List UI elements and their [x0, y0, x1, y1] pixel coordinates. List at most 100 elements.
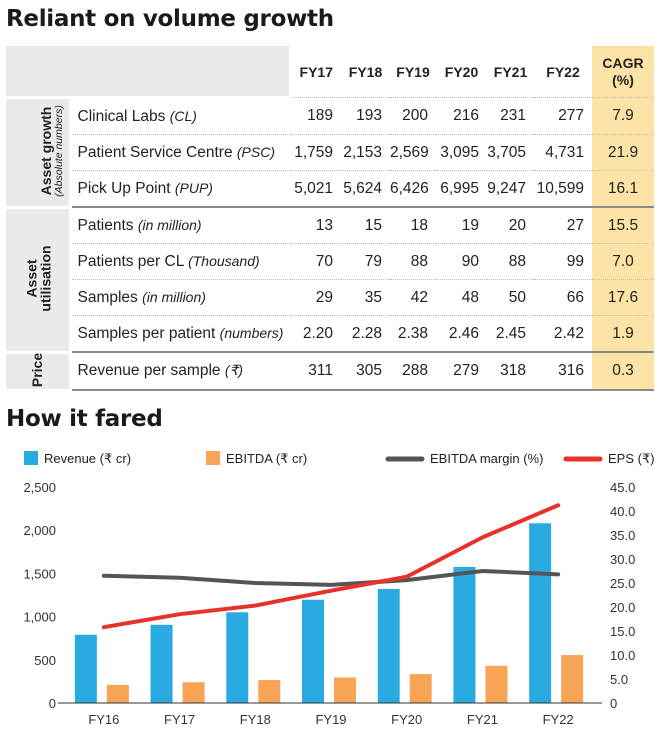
header-corner — [6, 46, 292, 99]
table-cell: 88 — [390, 243, 436, 280]
ebitda-bar — [258, 680, 281, 703]
x-tick-label: FY17 — [164, 712, 195, 727]
row-label-unit: (PSC) — [236, 143, 276, 160]
ebitda-bar — [182, 682, 205, 703]
row-group-sublabel: (Absolute numbers) — [52, 105, 65, 198]
table-cell: 20 — [487, 207, 534, 244]
cagr-cell: 17.6 — [592, 279, 654, 316]
row-label-unit: (₹) — [224, 362, 244, 378]
row-group-name: Asset growth — [37, 106, 54, 196]
table-row: Samples (in million) 29 35 42 48 50 66 17.6 — [6, 279, 654, 316]
table-cell: 42 — [390, 279, 436, 316]
revenue-bar — [74, 634, 97, 703]
row-group-sublabel: utilisation — [37, 245, 54, 312]
cagr-cell: 7.0 — [592, 243, 654, 280]
table-cell: 70 — [290, 243, 341, 280]
table-row: Patients per CL (Thousand) 70 79 88 90 88 99 7.… — [6, 243, 654, 280]
row-label: Samples (in million) — [70, 279, 290, 316]
y-right-tick-label: 15.0 — [610, 624, 635, 639]
table-cell: 90 — [436, 243, 487, 280]
table-cell: 66 — [534, 279, 592, 316]
row-label: Revenue per sample (₹) — [70, 352, 290, 391]
table-header-row: FY17 FY18 FY19 FY20 FY21 FY22 CAGR (%) — [6, 46, 654, 99]
row-label-text: Samples — [77, 288, 143, 306]
table-cell: 27 — [534, 207, 592, 244]
column-header: FY19 — [390, 46, 436, 98]
column-header: FY22 — [534, 46, 592, 98]
y-left-tick-label: 500 — [34, 653, 56, 668]
y-right-tick-label: 5.0 — [610, 672, 628, 687]
row-label-text: Samples per patient — [77, 324, 220, 342]
table-cell: 13 — [290, 207, 341, 244]
x-tick-label: FY18 — [240, 712, 271, 727]
cagr-header: CAGR (%) — [592, 46, 654, 98]
cagr-header-unit: (%) — [612, 71, 634, 88]
combo-chart: Revenue (₹ cr) EBITDA (₹ cr) EBITDA margin… — [23, 451, 655, 727]
y-right-tick-label: 35.0 — [610, 528, 635, 543]
table-cell: 2,569 — [390, 134, 436, 171]
column-header: FY18 — [341, 46, 390, 98]
legend-label: EBITDA margin (%) — [430, 451, 543, 466]
table-cell: 288 — [390, 352, 436, 391]
row-label-unit: (in million) — [137, 216, 202, 233]
row-label-text: Revenue per sample — [77, 362, 225, 379]
ebitda-bar — [106, 684, 129, 703]
data-table: FY17 FY18 FY19 FY20 FY21 FY22 CAGR (%) Asset gro… — [6, 46, 654, 392]
legend-label: Revenue (₹ cr) — [44, 451, 131, 466]
row-label: Clinical Labs (CL) — [70, 97, 290, 135]
ebitda-margin-line — [101, 569, 561, 587]
table-cell: 231 — [487, 97, 534, 135]
row-group-label: Asset growth (Absolute numbers) — [6, 97, 72, 209]
table-cell: 35 — [341, 279, 390, 316]
chart-title: How it fared — [6, 406, 163, 432]
ebitda-bar — [334, 677, 356, 703]
table-cell: 277 — [534, 97, 592, 135]
table-cell: 3,705 — [487, 134, 534, 171]
table-row: Pick Up Point (PUP) 5,021 5,624 6,426 6,995 9… — [6, 170, 654, 208]
table-cell: 99 — [534, 243, 592, 280]
table-cell: 2.46 — [436, 315, 487, 353]
row-label: Patients (in million) — [70, 207, 290, 244]
y-right-tick-label: 40.0 — [610, 504, 635, 519]
revenue-bar — [302, 599, 324, 703]
y-right-tick-label: 25.0 — [610, 576, 635, 591]
row-label-text: Patient Service Centre — [77, 143, 237, 161]
table-cell: 316 — [534, 352, 592, 391]
table-cell: 50 — [487, 279, 534, 316]
row-label: Samples per patient (numbers) — [70, 315, 290, 353]
y-right-tick-label: 30.0 — [610, 552, 635, 567]
y-left-tick-label: 0 — [49, 696, 56, 711]
x-tick-label: FY21 — [467, 712, 498, 727]
table-row: Asset utilisation Patients (in million) 13 1… — [6, 207, 654, 354]
cagr-cell: 7.9 — [592, 97, 654, 135]
cagr-cell: 1.9 — [592, 315, 654, 353]
table-cell: 2.42 — [534, 315, 592, 353]
table-cell: 189 — [290, 97, 341, 135]
row-label-text: Clinical Labs — [77, 107, 170, 125]
legend-label: EBITDA (₹ cr) — [226, 451, 307, 466]
x-tick-label: FY22 — [543, 712, 574, 727]
revenue-bar — [377, 588, 400, 703]
table-cell: 15 — [341, 207, 390, 244]
cagr-header-label: CAGR — [602, 54, 644, 71]
cagr-cell: 21.9 — [592, 134, 654, 171]
y-right-tick-label: 45.0 — [610, 480, 635, 495]
table-cell: 2.28 — [341, 315, 390, 353]
table-cell: 200 — [390, 97, 436, 135]
y-left-tick-label: 1,500 — [23, 566, 56, 581]
row-label: Pick Up Point (PUP) — [70, 170, 290, 208]
table-cell: 5,624 — [341, 170, 390, 208]
table-cell: 9,247 — [487, 170, 534, 208]
table-cell: 10,599 — [534, 170, 592, 208]
y-right-tick-label: 0 — [610, 696, 617, 711]
table-cell: 279 — [436, 352, 487, 391]
row-group-label: Price — [6, 352, 72, 392]
table-cell: 318 — [487, 352, 534, 391]
table-cell: 6,426 — [390, 170, 436, 208]
column-header: FY20 — [436, 46, 487, 98]
table-cell: 29 — [290, 279, 341, 316]
table-row: Price Revenue per sample (₹) 311 305 288 279 3… — [6, 352, 654, 392]
table-cell: 2.20 — [290, 315, 341, 353]
cagr-cell: 0.3 — [592, 352, 654, 391]
row-label: Patients per CL (Thousand) — [70, 243, 290, 280]
